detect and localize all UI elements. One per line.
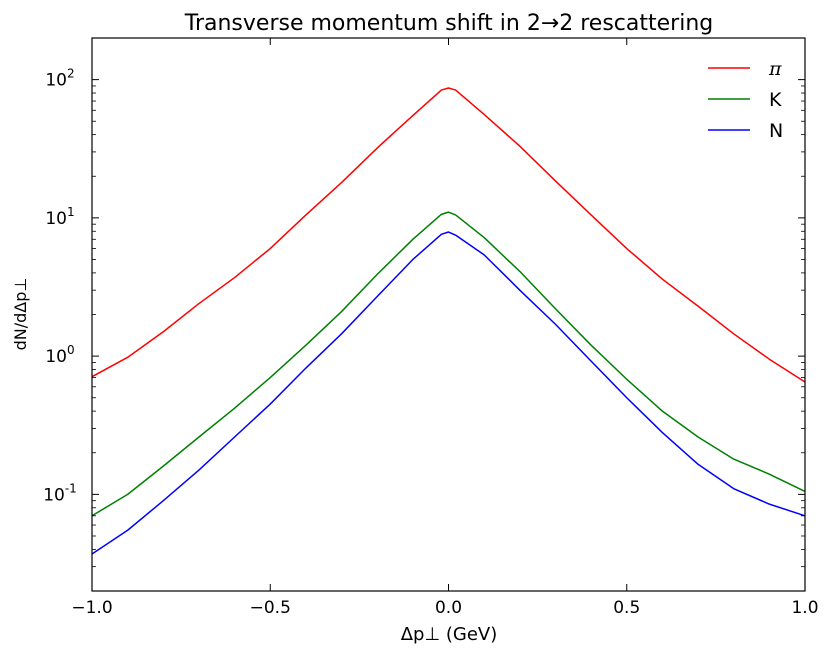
x-axis-label: Δp⊥ (GeV) — [401, 624, 498, 645]
series-line-1 — [91, 211, 806, 517]
plot-frame — [91, 37, 806, 592]
legend: πKN — [708, 58, 783, 142]
chart-title: Transverse momentum shift in 2→2 rescatt… — [184, 11, 713, 36]
y-tick-label: 102 — [45, 67, 74, 91]
series-line-0 — [91, 87, 806, 383]
series-line-2 — [91, 231, 806, 555]
legend-label: N — [769, 120, 783, 142]
y-tick-label: 10-1 — [43, 481, 77, 505]
x-tick-label: −1.0 — [71, 598, 112, 618]
x-tick-label: 1.0 — [791, 598, 818, 618]
y-tick-label: 100 — [45, 343, 74, 367]
x-tick-label: 0.0 — [435, 598, 462, 618]
x-tick-label: −0.5 — [250, 598, 291, 618]
x-tick-label: 0.5 — [613, 598, 640, 618]
legend-label: π — [768, 58, 782, 80]
y-axis-label: dN/dΔp⊥ — [11, 278, 30, 351]
y-tick-label: 101 — [45, 205, 74, 229]
legend-label: K — [769, 89, 782, 111]
